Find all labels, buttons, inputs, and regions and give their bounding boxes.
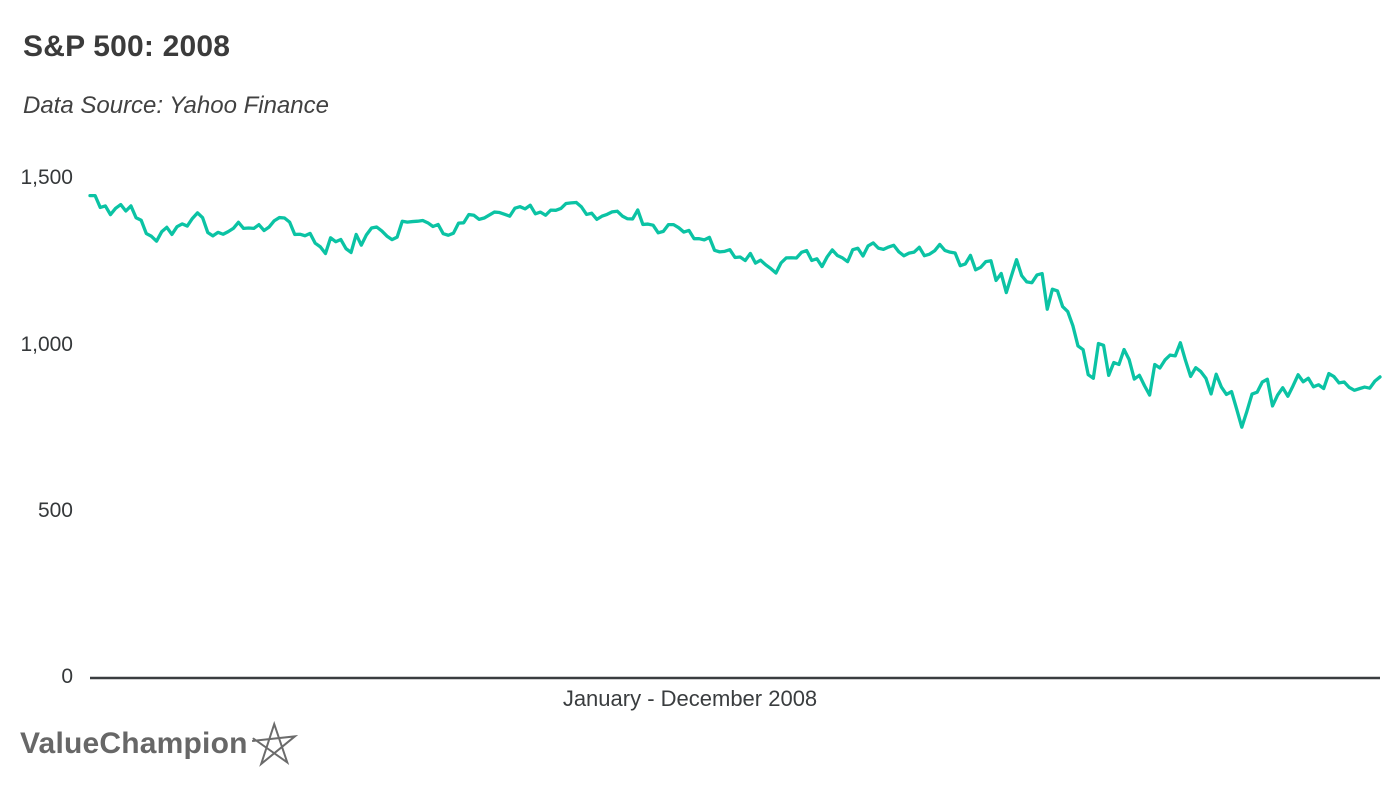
y-axis-tick-1000: 1,000 <box>20 333 73 356</box>
valuechampion-logo-text: ValueChampion <box>20 727 248 760</box>
page-title: S&P 500: 2008 <box>23 30 231 63</box>
data-source-subtitle: Data Source: Yahoo Finance <box>23 92 329 119</box>
sp500-line <box>88 193 1382 429</box>
valuechampion-logo: ValueChampion <box>20 720 298 768</box>
star-outline-icon <box>251 721 298 767</box>
y-axis-tick-500: 500 <box>37 499 73 522</box>
y-axis-tick-0: 0 <box>61 665 73 688</box>
x-axis-label: January - December 2008 <box>562 686 818 711</box>
y-axis-tick-1500: 1,500 <box>20 166 73 189</box>
